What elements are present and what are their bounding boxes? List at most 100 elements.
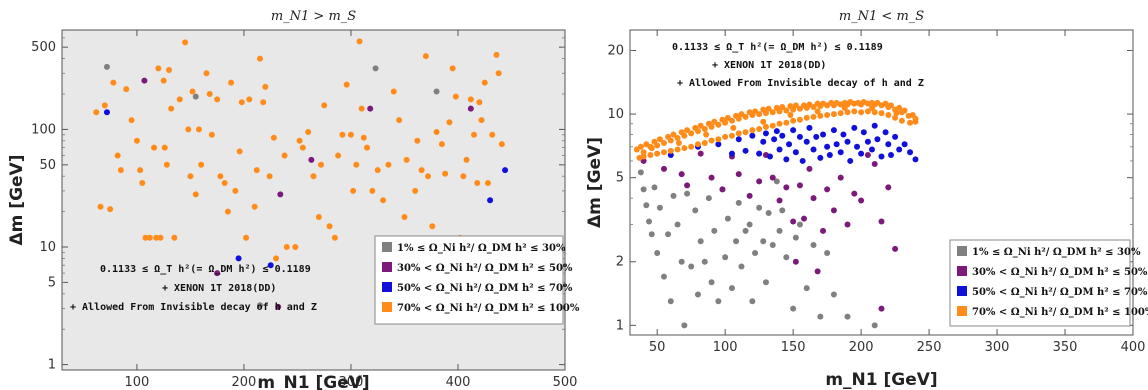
data-point — [728, 285, 735, 292]
data-point — [824, 249, 831, 256]
data-point — [907, 119, 914, 126]
data-point — [422, 53, 429, 60]
data-point — [380, 197, 387, 204]
data-point — [347, 131, 354, 138]
data-point — [214, 270, 221, 277]
data-point — [317, 161, 324, 168]
data-point — [756, 125, 763, 132]
data-point — [792, 149, 799, 156]
data-point — [817, 112, 824, 119]
data-point — [694, 128, 701, 135]
y-tick-label: 500 — [31, 40, 56, 55]
data-point — [858, 197, 865, 204]
data-point — [769, 242, 776, 249]
data-point — [826, 152, 833, 159]
data-point — [656, 204, 663, 211]
data-point — [847, 157, 854, 164]
data-point — [885, 141, 892, 148]
data-point — [654, 150, 661, 157]
data-point — [783, 119, 790, 126]
y-tick-label: 1 — [48, 358, 56, 373]
data-point — [730, 124, 737, 131]
data-point — [660, 273, 667, 280]
x-tick-label: 300 — [985, 340, 1010, 355]
data-point — [790, 117, 797, 124]
data-point — [810, 104, 817, 111]
data-point — [830, 127, 837, 134]
data-point — [790, 106, 797, 113]
data-point — [803, 114, 810, 121]
data-point — [722, 133, 729, 140]
data-point — [735, 115, 742, 122]
data-point — [776, 146, 783, 153]
data-point — [684, 182, 691, 189]
data-point — [681, 145, 688, 152]
annotation-line: + XENON 1T 2018(DD) — [712, 60, 826, 71]
data-point — [841, 104, 848, 111]
data-point — [335, 152, 342, 159]
data-point — [412, 187, 419, 194]
data-point — [803, 138, 810, 145]
data-point — [418, 167, 425, 174]
data-point — [654, 142, 661, 149]
legend-entry: 50% < Ω_Ni h²/ Ω_DM h² ≤ 70% — [397, 283, 573, 294]
data-point — [460, 173, 467, 180]
annotation-line: + Allowed From Invisible decay of h and … — [677, 77, 924, 89]
data-point — [760, 138, 767, 145]
data-point — [283, 244, 290, 251]
legend-entry: 1% ≤ Ω_Ni h²/ Ω_DM h² ≤ 30% — [397, 243, 566, 254]
data-point — [779, 132, 786, 139]
data-point — [810, 146, 817, 153]
data-point — [790, 218, 797, 225]
data-point — [446, 119, 453, 126]
data-point — [728, 132, 735, 139]
data-point — [796, 116, 803, 123]
data-point — [667, 147, 674, 154]
data-point — [372, 65, 379, 72]
data-point — [888, 102, 895, 109]
legend-entry: 70% < Ω_Ni h²/ Ω_DM h² ≤ 100% — [972, 307, 1148, 318]
data-point — [277, 191, 284, 198]
data-point — [251, 203, 258, 210]
data-point — [495, 70, 502, 77]
data-point — [783, 156, 790, 163]
data-point — [214, 96, 221, 103]
data-point — [756, 204, 763, 211]
data-point — [885, 184, 892, 191]
data-point — [198, 161, 205, 168]
y-axis-label: Δm [GeV] — [7, 155, 27, 246]
data-point — [481, 79, 488, 86]
x-tick-label: 100 — [713, 340, 738, 355]
data-point — [471, 131, 478, 138]
chart-title: m_N1 < m_S — [839, 9, 924, 24]
data-point — [896, 104, 903, 111]
data-point — [840, 131, 847, 138]
data-point — [878, 153, 885, 160]
data-point — [667, 137, 674, 144]
annotation-line: 0.1133 ≤ Ω_T h²(= Ω_DM h²) ≤ 0.1189 — [672, 42, 883, 53]
data-point — [724, 215, 731, 222]
x-tick-label: 250 — [917, 340, 942, 355]
data-point — [868, 104, 875, 111]
data-point — [243, 234, 250, 241]
data-point — [656, 136, 663, 143]
data-point — [385, 161, 392, 168]
y-tick-label: 10 — [39, 240, 56, 255]
data-point — [353, 161, 360, 168]
data-point — [735, 130, 742, 137]
data-point — [142, 234, 149, 241]
data-point — [844, 109, 851, 116]
data-point — [787, 111, 794, 118]
data-point — [864, 138, 871, 145]
annotation-line: + XENON 1T 2018(DD) — [162, 283, 276, 294]
data-point — [912, 156, 919, 163]
data-point — [660, 149, 667, 156]
data-point — [429, 223, 436, 230]
data-point — [728, 150, 735, 157]
legend-swatch — [957, 246, 967, 256]
data-point — [678, 258, 685, 265]
data-point — [694, 291, 701, 298]
data-point — [168, 105, 175, 112]
data-point — [299, 144, 306, 151]
